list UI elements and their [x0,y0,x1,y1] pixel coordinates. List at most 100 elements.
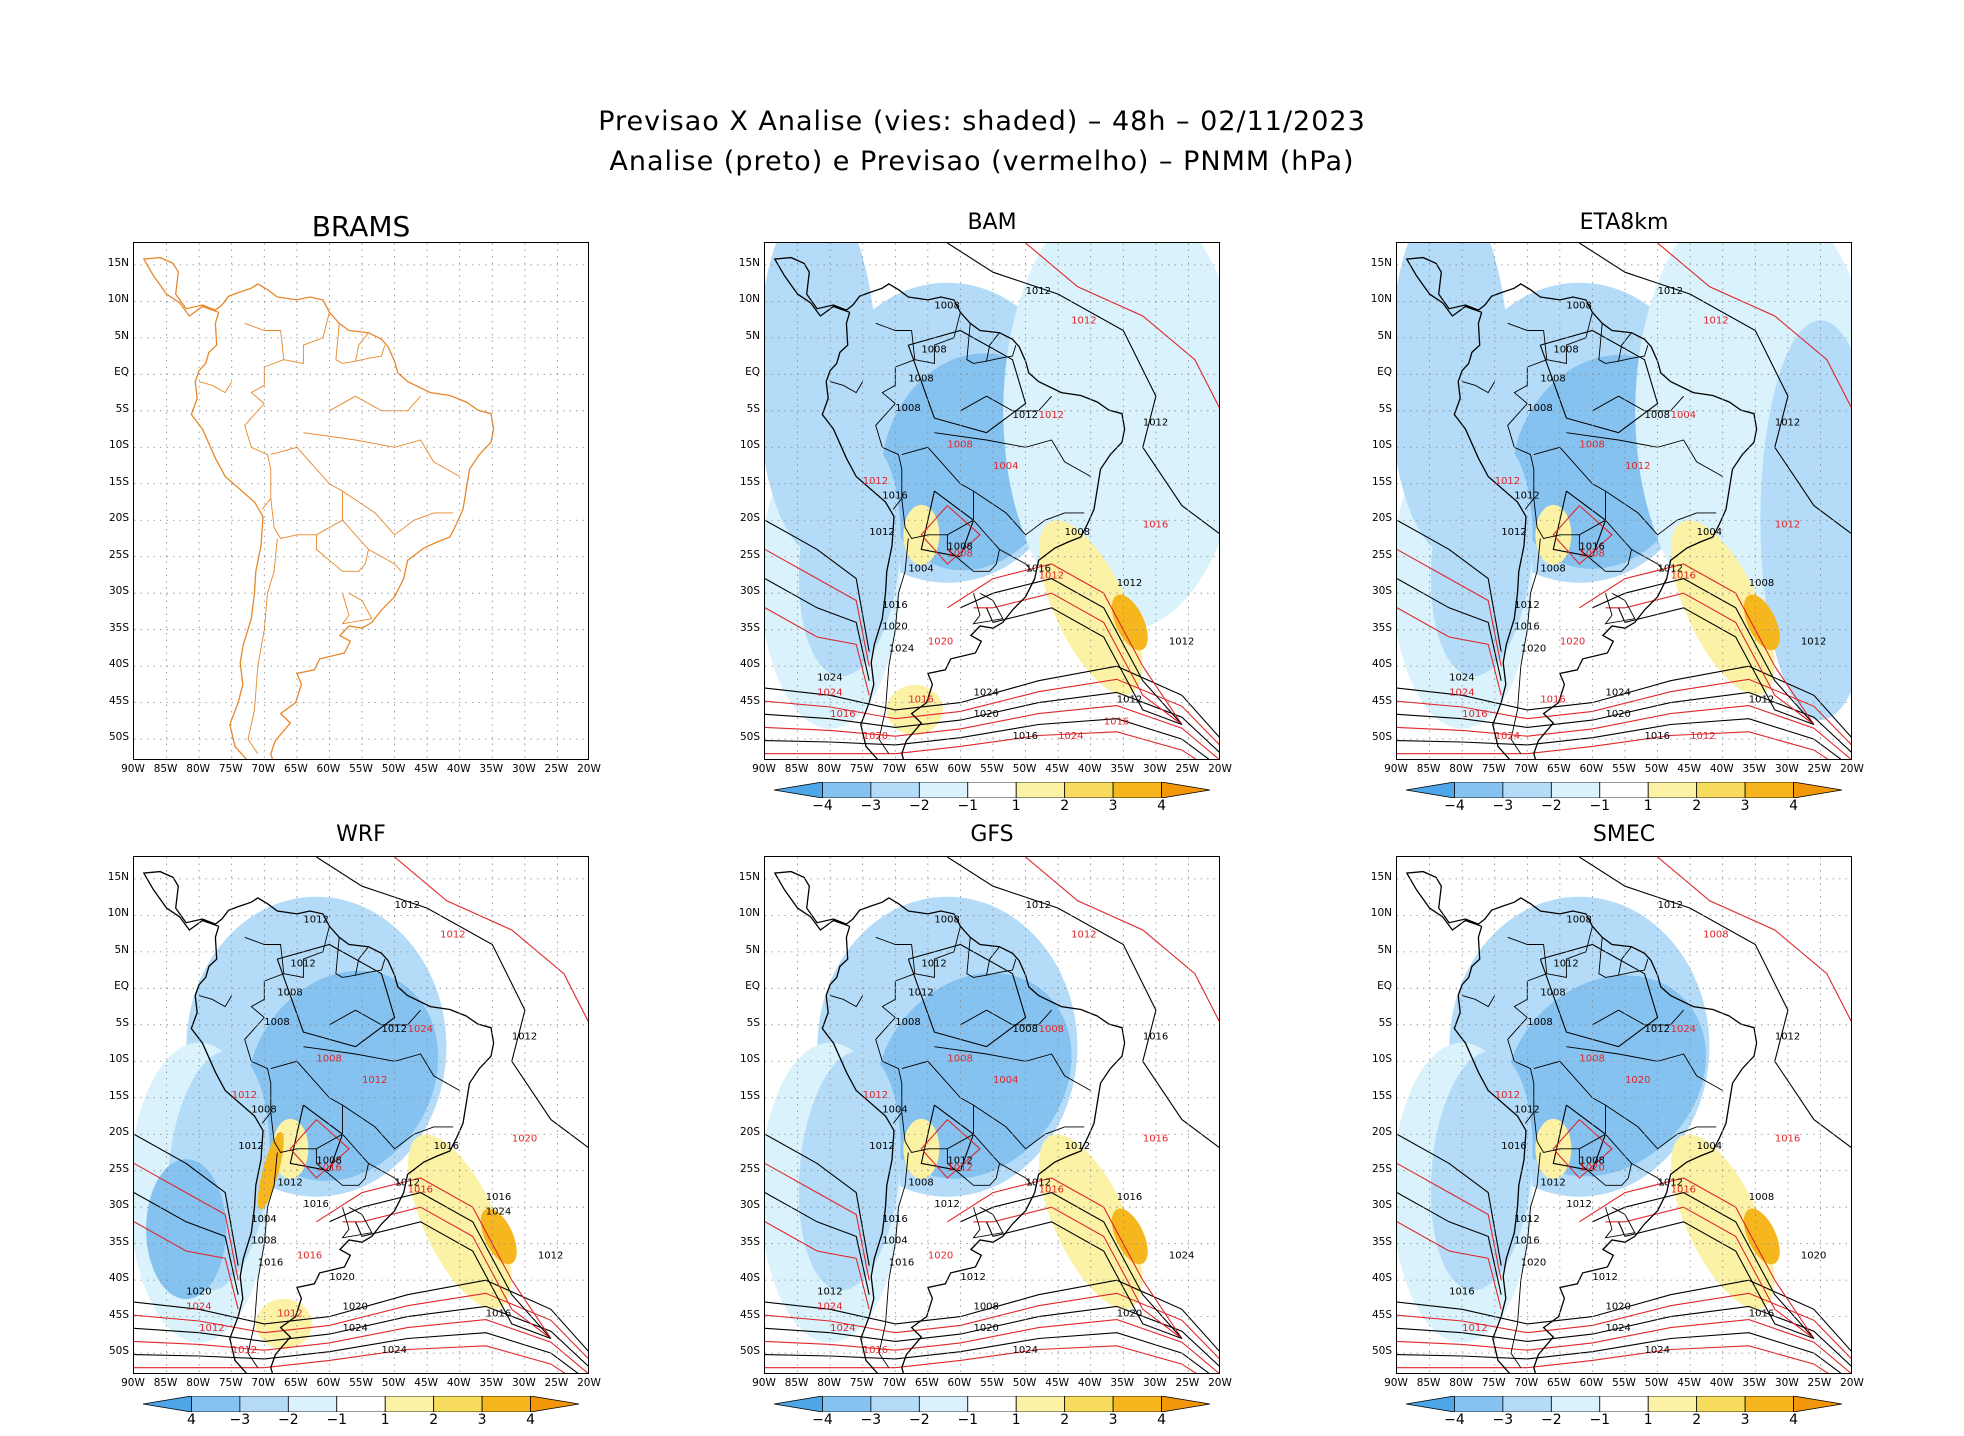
colorbar-label: −1 [1589,1412,1611,1428]
isobar-label-analysis: 1016 [1026,563,1051,574]
country-border [986,946,1000,976]
country-border [329,395,421,412]
isobar-label-analysis: 1012 [1514,490,1539,501]
lat-label: 20S [108,512,129,525]
isobar-label-analysis: 1012 [817,1287,842,1298]
isobar-label-analysis: 1012 [1514,1214,1539,1225]
colorbar-label: −3 [229,1412,251,1428]
isobar-south [765,1319,1219,1373]
isobar-chaco-low [289,1119,350,1179]
lat-label: 5S [115,1016,129,1029]
colorbar-segment [870,782,920,798]
country-border [1605,1104,1717,1150]
map-smec: 1012 1008 1012 1008 1008 1012 1012 1016 1008 1012… [1396,856,1852,1374]
isobar-label-analysis: 1004 [251,1214,276,1225]
country-border [966,323,1017,364]
lat-label: 50S [108,731,129,744]
lon-label: 40W [1709,763,1734,775]
isobar-label-analysis: 1020 [1521,644,1546,655]
country-border [973,1104,1085,1150]
lat-label: 5N [1377,943,1392,956]
positive-bias-region [1111,1208,1148,1265]
lat-label: 30S [739,1199,760,1212]
country-border [303,1046,460,1091]
isobar-atlantic [1025,857,1219,1023]
lon-label: 60W [1579,1377,1604,1389]
isobar-label-analysis: 1024 [1645,1345,1670,1356]
colorbar-segment [1015,1396,1066,1412]
isobar-south [134,1319,588,1373]
isobar-label-analysis: 1008 [316,1155,341,1166]
isobar-label-forecast: 1016 [863,1345,888,1356]
lat-label: 25S [739,548,760,561]
isobar-label-forecast: 1016 [830,709,855,720]
colorbar-segment [1502,1396,1552,1412]
negative-bias-region [765,243,878,555]
lat-label: 20S [739,512,760,525]
lat-label: 5N [1377,329,1392,342]
lon-label: 45W [414,1377,439,1389]
isobar-label-analysis: 1020 [1605,709,1630,720]
lon-label: 55W [980,1377,1004,1389]
isobar-south [1397,1332,1842,1373]
coastline [142,870,495,1373]
country-border [1631,1163,1665,1186]
country-border [341,592,373,625]
isobar-label-analysis: 1016 [1501,1141,1526,1152]
isobar-label-forecast: 1020 [928,1250,953,1261]
colorbar-segment [967,782,1017,798]
colorbar-label: −1 [1589,798,1611,814]
lat-label: 45S [108,1308,129,1321]
lat-label: 5N [745,329,760,342]
isobar-label-analysis: 1012 [908,988,933,999]
isobar-label-forecast: 1012 [232,1345,257,1356]
isobar-label-analysis: 1008 [1540,374,1565,385]
isobar-label-forecast: 1012 [1775,520,1800,531]
lat-label: 15S [739,475,760,488]
isobar-label-analysis: 1024 [486,1206,511,1217]
isobar-label-forecast: 1012 [199,1323,224,1334]
isobar-south [1397,731,1829,759]
isobar-label-analysis: 1020 [882,622,907,633]
coastline [773,870,1126,1373]
colorbar-label: 1 [1011,798,1021,814]
colorbar-segment [384,1396,435,1412]
isobar-label-forecast: 1012 [1071,929,1096,940]
country-border [875,322,916,404]
isobar-label-forecast: 1012 [1039,410,1064,421]
isobar-south [765,1292,1219,1360]
isobar-label-forecast: 1020 [512,1134,537,1145]
figure-title-line1: Previsao X Analise (vies: shaded) – 48h … [598,106,1366,137]
colorbar-segment [822,1396,872,1412]
isobar-label-forecast: 1016 [1671,571,1696,582]
lat-label: 30S [108,1199,129,1212]
isobar-atlantic [1657,857,1851,1023]
colorbar-label: −2 [1541,1412,1562,1428]
country-border [934,1046,1091,1091]
isobar-label-forecast: 1024 [817,1301,842,1312]
lat-label: 10S [108,439,129,452]
lon-label: 75W [1481,763,1506,775]
isobar-label-analysis: 1008 [251,1236,276,1247]
lat-label: 10N [1370,907,1392,920]
lon-label: 65W [283,1377,308,1389]
lon-label: 40W [1077,763,1102,775]
country-border [303,432,460,477]
lon-label: 35W [1742,763,1767,775]
colorbar-label: −1 [326,1412,348,1428]
lon-label: 20W [1840,1377,1864,1389]
lon-label: 90W [121,763,145,775]
isobar-south [765,665,1219,738]
country-border [1631,549,1665,572]
isobar-label-forecast: 1016 [408,1185,433,1196]
colorbar-label: 1 [1643,1412,1653,1428]
country-border [999,549,1033,572]
country-border [315,519,369,572]
isobar-label-forecast: 1012 [440,929,465,940]
isobar-label-analysis: 1020 [973,1323,998,1334]
country-border [934,432,1091,477]
isobar-south [1397,705,1851,759]
isobar-high [1605,1206,1815,1339]
country-border [1604,592,1636,625]
isobar-label-forecast: 1008 [1579,1053,1604,1064]
